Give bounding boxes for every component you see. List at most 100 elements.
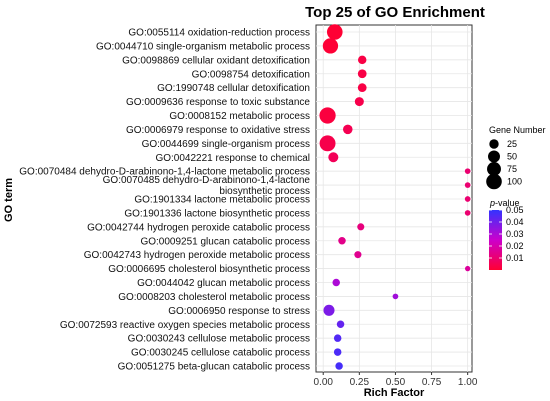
go-term-label-6: GO:0008152 metabolic process [169, 111, 310, 122]
gene-number-legend-dot-2 [487, 162, 501, 176]
y-axis-title: GO term [3, 178, 15, 222]
go-term-label-17: GO:0006695 cholesterol biosynthetic proc… [108, 264, 310, 275]
data-point-9 [328, 152, 339, 163]
data-points [319, 24, 471, 370]
gene-number-legend-dot-3 [486, 173, 502, 190]
gene-number-legend-label-2: 75 [507, 164, 517, 174]
go-term-label-24: GO:0051275 beta-glucan catabolic process [118, 362, 310, 373]
go-term-label-8: GO:0044699 single-organism process [142, 139, 310, 150]
x-tick-label-3: 0.75 [422, 377, 442, 388]
go-term-label-16-line-0: GO:0042743 hydrogen peroxide metabolic p… [84, 250, 310, 261]
go-term-label-0-line-0: GO:0055114 oxidation-reduction process [128, 28, 310, 39]
p-value-colorbar [489, 210, 502, 270]
p-value-tick-label-4: 0.01 [506, 253, 524, 263]
go-term-label-1: GO:0044710 single-organism metabolic pro… [96, 41, 310, 52]
go-term-label-12-line-0: GO:1901334 lactone metabolic process [134, 195, 310, 206]
data-point-20 [323, 304, 335, 316]
go-term-label-16: GO:0042743 hydrogen peroxide metabolic p… [84, 250, 310, 261]
data-point-6 [319, 107, 336, 124]
plot-panel-border [315, 24, 473, 373]
go-term-labels: GO:0055114 oxidation-reduction process GO… [19, 28, 310, 373]
data-point-3 [357, 69, 367, 79]
go-term-label-20-line-0: GO:0006950 response to stress [168, 306, 310, 317]
gene-number-legend-dot-1 [488, 150, 500, 163]
go-term-label-12: GO:1901334 lactone metabolic process [134, 195, 310, 206]
go-term-label-13: GO:1901336 lactone biosynthetic process [124, 208, 310, 219]
gene-number-legend-title: Gene Number [489, 125, 546, 135]
go-term-label-22: GO:0030243 cellulose metabolic process [128, 334, 310, 345]
go-term-label-4-line-0: GO:1990748 cellular detoxification [157, 83, 310, 94]
p-value-legend-title-p: p [489, 198, 495, 208]
go-term-label-7-line-0: GO:0006979 response to oxidative stress [126, 125, 310, 136]
x-axis-ticks: 0.00 0.25 0.50 0.75 1.00 [313, 372, 478, 388]
go-term-label-17-line-0: GO:0006695 cholesterol biosynthetic proc… [108, 264, 310, 275]
go-term-label-24-line-0: GO:0051275 beta-glucan catabolic process [118, 362, 310, 373]
go-term-label-9-line-0: GO:0042221 response to chemical [155, 153, 310, 164]
go-term-label-3-line-0: GO:0098754 detoxification [192, 69, 310, 80]
data-point-17 [464, 265, 471, 272]
gene-number-legend-label-1: 50 [507, 152, 517, 162]
go-term-label-14-line-0: GO:0042744 hydrogen peroxide catabolic p… [87, 222, 310, 233]
go-term-label-7: GO:0006979 response to oxidative stress [126, 125, 310, 136]
go-term-label-10-line-0: GO:0070484 dehydro-D-arabinono-1,4-lacto… [19, 167, 310, 178]
p-value-legend: p-value 0.05 0.04 0.03 0.02 0.01 [489, 198, 524, 270]
p-value-legend-title-rest: -value [495, 198, 520, 208]
x-axis-title: Rich Factor [364, 387, 425, 399]
p-value-tick-label-3: 0.02 [506, 241, 524, 251]
go-term-label-18: GO:0044042 glucan metabolic process [137, 278, 310, 289]
gene-number-legend: Gene Number 25 50 75 100 [486, 125, 546, 190]
go-term-label-11-line-0: GO:0070485 dehydro-D-arabinono-1,4-lacto… [103, 175, 311, 186]
go-term-label-11-line-1: biosynthetic process [219, 186, 310, 197]
data-point-14 [357, 223, 365, 231]
go-term-label-5: GO:0009636 response to toxic substance [126, 97, 310, 108]
go-term-label-15-line-0: GO:0009251 glucan catabolic process [140, 236, 310, 247]
go-term-label-4: GO:1990748 cellular detoxification [157, 83, 310, 94]
x-tick-label-1: 0.25 [350, 377, 370, 388]
data-point-19 [392, 293, 399, 300]
go-term-label-14: GO:0042744 hydrogen peroxide catabolic p… [87, 222, 310, 233]
data-point-23 [333, 348, 342, 356]
go-term-label-3: GO:0098754 detoxification [192, 69, 310, 80]
go-term-label-2-line-0: GO:0098869 cellular oxidant detoxificati… [122, 55, 310, 66]
x-tick-label-0: 0.00 [313, 377, 333, 388]
go-term-label-23: GO:0030245 cellulose catabolic process [131, 348, 310, 359]
data-point-0 [326, 24, 343, 40]
data-point-11 [464, 182, 471, 188]
go-term-label-2: GO:0098869 cellular oxidant detoxificati… [122, 55, 310, 66]
p-value-legend-title: p-value [489, 198, 520, 208]
data-point-2 [357, 55, 367, 65]
go-term-label-8-line-0: GO:0044699 single-organism process [142, 139, 310, 150]
data-point-21 [336, 320, 345, 328]
data-point-5 [354, 97, 364, 107]
data-point-4 [357, 83, 367, 93]
data-point-15 [338, 237, 346, 245]
gene-number-legend-items: 25 50 75 100 [486, 139, 522, 190]
go-term-label-21: GO:0072593 reactive oxygen species metab… [60, 320, 310, 331]
data-point-8 [319, 135, 336, 152]
data-point-7 [343, 124, 353, 135]
x-tick-label-2: 0.50 [386, 377, 406, 388]
go-term-label-15: GO:0009251 glucan catabolic process [140, 236, 310, 247]
data-point-18 [332, 278, 340, 287]
p-value-legend-ticks: 0.05 0.04 0.03 0.02 0.01 [489, 205, 524, 263]
data-point-1 [322, 38, 339, 54]
data-point-10 [464, 168, 471, 175]
chart-title: Top 25 of GO Enrichment [305, 4, 485, 21]
p-value-tick-label-2: 0.03 [506, 229, 524, 239]
gene-number-legend-label-3: 100 [507, 177, 522, 187]
data-point-24 [335, 362, 343, 370]
go-term-label-20: GO:0006950 response to stress [168, 306, 310, 317]
go-term-label-19: GO:0008203 cholesterol metabolic process [118, 292, 310, 303]
grid-lines [316, 25, 472, 372]
gene-number-legend-dot-0 [489, 139, 499, 149]
go-term-label-6-line-0: GO:0008152 metabolic process [169, 111, 310, 122]
go-term-label-19-line-0: GO:0008203 cholesterol metabolic process [118, 292, 310, 303]
go-term-label-13-line-0: GO:1901336 lactone biosynthetic process [124, 208, 310, 219]
go-term-label-21-line-0: GO:0072593 reactive oxygen species metab… [60, 320, 310, 331]
go-term-label-5-line-0: GO:0009636 response to toxic substance [126, 97, 310, 108]
go-term-label-18-line-0: GO:0044042 glucan metabolic process [137, 278, 310, 289]
go-term-label-0: GO:0055114 oxidation-reduction process [128, 28, 310, 39]
data-point-16 [354, 251, 362, 259]
p-value-tick-label-1: 0.04 [506, 217, 524, 227]
